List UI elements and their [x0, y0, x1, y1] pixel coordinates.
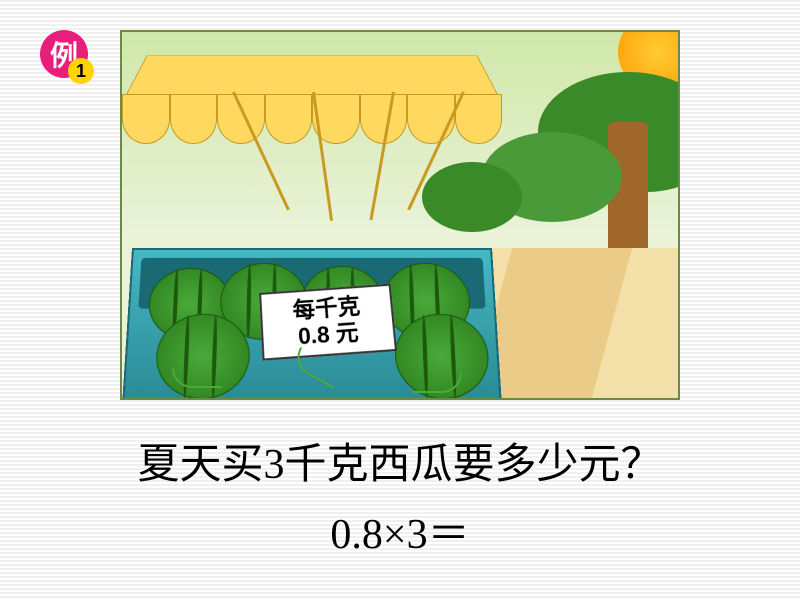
- cart-top: 每千克 0.8 元: [138, 258, 485, 309]
- math-slide: 例 1 每千克 0.8 元: [0, 0, 800, 600]
- badge-number-circle: 1: [68, 58, 94, 84]
- question-text: 夏天买3千克西瓜要多少元？: [0, 430, 800, 491]
- awning-fringe-piece: [217, 94, 265, 144]
- awning-fringe-piece: [455, 94, 503, 144]
- awning-fringe-piece: [407, 94, 455, 144]
- price-value-label: 0.8 元: [297, 320, 359, 350]
- watermelon-stand-illustration: 每千克 0.8 元: [120, 30, 680, 400]
- example-badge: 例 1: [40, 30, 88, 78]
- awning-fringe-piece: [170, 94, 218, 144]
- awning-fringe-piece: [265, 94, 313, 144]
- badge-main-circle: 例 1: [40, 30, 88, 78]
- price-sign: 每千克 0.8 元: [259, 284, 397, 361]
- badge-number: 1: [76, 61, 86, 82]
- equation-text: 0.8×3＝: [0, 500, 800, 561]
- awning-fringe: [122, 94, 502, 144]
- watermelon-cart: 每千克 0.8 元: [132, 218, 492, 398]
- awning-fringe-piece: [122, 94, 170, 144]
